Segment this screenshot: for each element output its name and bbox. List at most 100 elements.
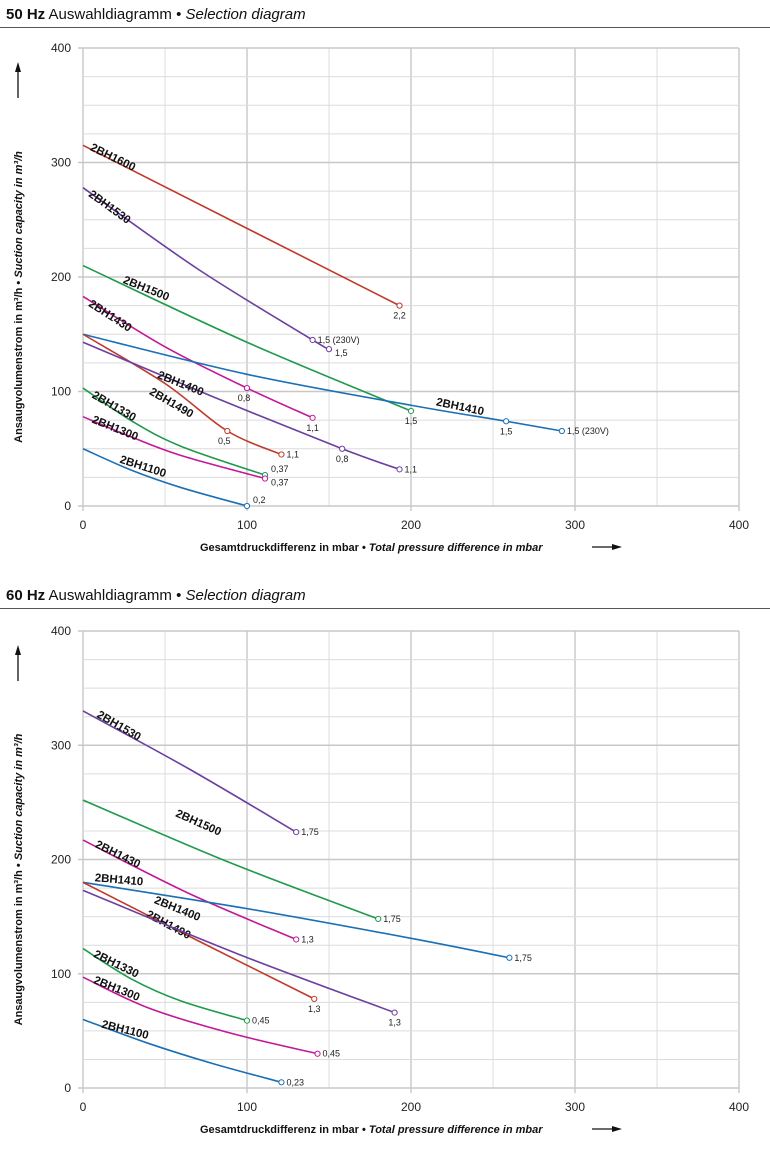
series-2BH1430: 1,3 2BH1430 — [82, 839, 314, 944]
data-point — [278, 1079, 285, 1086]
data-label: 0,23 — [286, 1077, 304, 1087]
data-label: 1,75 — [301, 827, 319, 837]
y-tick-label: 0 — [64, 1081, 71, 1095]
series-line — [82, 387, 266, 476]
series-line — [82, 881, 315, 1000]
x-tick-label: 100 — [237, 518, 257, 532]
data-label: 1,1 — [286, 449, 299, 459]
x-tick-label: 200 — [401, 518, 421, 532]
data-point — [396, 466, 403, 473]
x-tick-label: 200 — [401, 1100, 421, 1114]
data-point — [293, 828, 300, 836]
data-point — [224, 427, 231, 435]
data-point — [325, 346, 333, 353]
series-line — [82, 889, 395, 1014]
x-tick-label: 300 — [565, 518, 585, 532]
series-line — [82, 264, 412, 412]
series-line — [82, 799, 379, 920]
series-line — [82, 144, 400, 307]
section-divider — [0, 608, 770, 609]
data-point — [391, 1009, 398, 1016]
data-point — [243, 384, 251, 392]
section-title-50hz: 50 Hz Auswahldiagramm • Selection diagra… — [6, 6, 306, 23]
series-line — [82, 1018, 282, 1084]
section-divider — [0, 27, 770, 28]
y-tick-label: 100 — [51, 967, 71, 981]
x-axis-label: Gesamtdruckdifferenz in mbar • Total pre… — [200, 1124, 543, 1136]
data-point — [278, 451, 285, 458]
data-label: 0,8 — [336, 454, 349, 464]
data-label: 1,5 — [335, 348, 348, 358]
series-name-label: 2BH1100 — [100, 1019, 149, 1042]
data-label: 0,37 — [271, 478, 289, 488]
grid — [78, 47, 740, 511]
data-label: 0,45 — [252, 1016, 270, 1026]
series-line — [82, 333, 282, 456]
x-tick-label: 100 — [237, 1100, 257, 1114]
data-point — [311, 995, 318, 1002]
title-german: Auswahldiagramm • — [48, 587, 182, 604]
data-point — [261, 475, 269, 482]
data-point — [243, 502, 251, 510]
y-axis-label: Ansaugvolumenstrom in m³/h • Suction cap… — [13, 151, 25, 443]
y-tick-label: 300 — [51, 156, 71, 170]
data-point — [293, 936, 300, 943]
data-label: 1,1 — [306, 423, 319, 433]
y-tick-label: 300 — [51, 738, 71, 752]
series-line — [82, 947, 248, 1022]
x-axis-arrowhead-icon — [612, 544, 622, 550]
data-point — [503, 418, 510, 425]
data-point — [309, 414, 316, 421]
data-label: 1,75 — [514, 953, 532, 963]
x-tick-label: 400 — [729, 518, 749, 532]
x-tick-label: 0 — [80, 1100, 87, 1114]
series-line — [82, 187, 330, 350]
series-line — [82, 710, 297, 833]
y-tick-label: 400 — [51, 41, 71, 55]
data-label: 0,2 — [253, 495, 266, 505]
data-label: 2,2 — [393, 311, 406, 321]
data-label: 1,3 — [308, 1004, 321, 1014]
series-name-label: 2BH1410 — [94, 872, 143, 888]
x-axis-label: Gesamtdruckdifferenz in mbar • Total pre… — [200, 542, 543, 554]
data-label: 0,37 — [271, 464, 289, 474]
data-point — [309, 336, 316, 344]
y-axis-arrowhead-icon — [15, 62, 21, 72]
grid — [78, 630, 740, 1093]
section-title-60hz: 60 Hz Auswahldiagramm • Selection diagra… — [6, 587, 306, 604]
title-english: Selection diagram — [185, 587, 306, 604]
data-point — [506, 954, 513, 961]
series-line — [82, 333, 563, 432]
y-tick-label: 200 — [51, 270, 71, 284]
data-point — [243, 1017, 251, 1024]
data-label: 0,45 — [323, 1049, 341, 1059]
series-line — [82, 341, 400, 471]
y-tick-label: 200 — [51, 853, 71, 867]
chart-50hz: 0 100 200 300 400 0 100 200 300 400 Gesamtdruckdif… — [13, 41, 749, 554]
data-label: 1,75 — [383, 914, 401, 924]
data-label: 1,5 — [405, 416, 418, 426]
data-point — [558, 427, 565, 435]
x-tick-label: 400 — [729, 1100, 749, 1114]
series-2BH1410: 1,75 2BH1410 — [82, 872, 532, 963]
title-frequency: 50 Hz — [6, 6, 46, 23]
x-axis-arrowhead-icon — [612, 1126, 622, 1132]
data-label: 1,3 — [301, 934, 314, 944]
data-label: 1,1 — [405, 464, 418, 474]
data-label: 1,5 (230V) — [318, 335, 360, 345]
title-frequency: 60 Hz — [6, 587, 46, 604]
data-point — [375, 915, 382, 923]
series-2BH1100: 0,23 2BH1100 — [82, 1018, 304, 1087]
series-name-label: 2BH1530 — [95, 709, 143, 744]
y-tick-label: 0 — [64, 499, 71, 513]
data-point — [339, 445, 346, 452]
x-tick-label: 0 — [80, 518, 87, 532]
series-line — [82, 976, 318, 1055]
data-label: 1,3 — [388, 1018, 401, 1028]
series-name-label: 2BH1500 — [174, 808, 223, 839]
data-point — [407, 407, 415, 415]
title-english: Selection diagram — [185, 6, 306, 23]
data-label: 0,8 — [238, 393, 251, 403]
